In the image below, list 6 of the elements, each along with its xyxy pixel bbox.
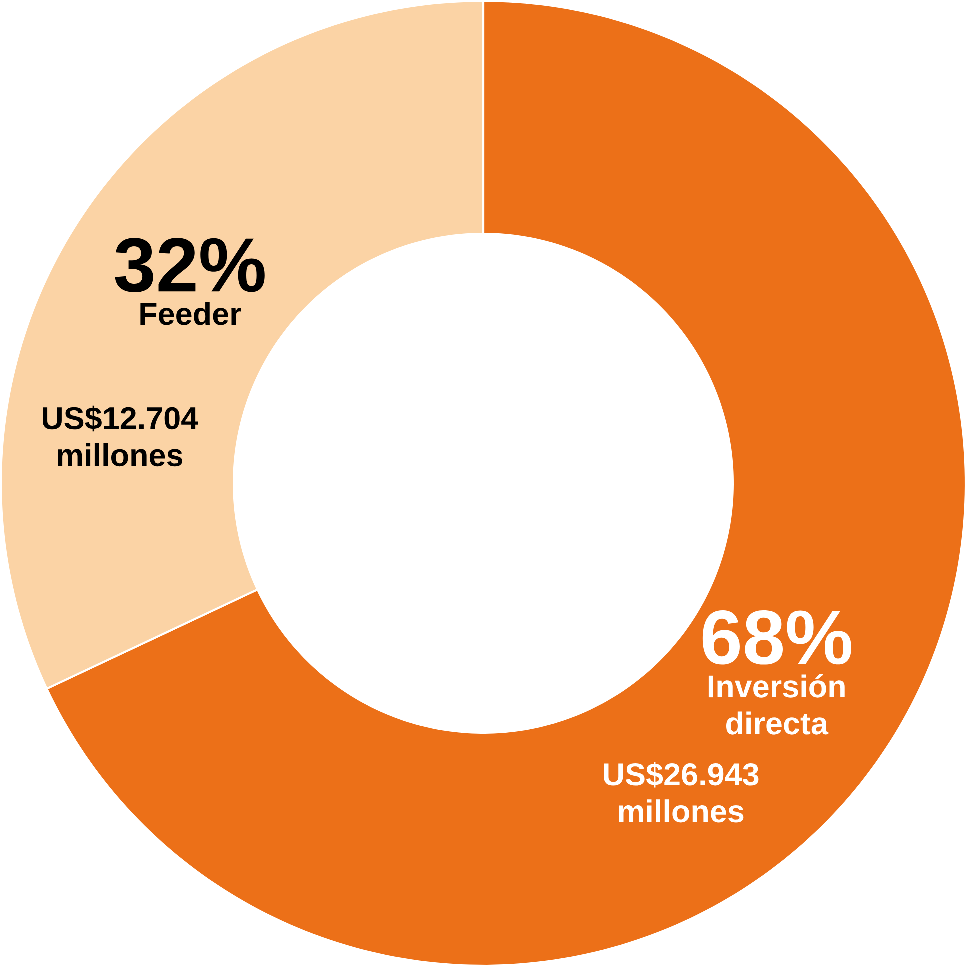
- slice-label: Inversión directa: [708, 674, 845, 735]
- text: US$12.704 millones: [43, 406, 198, 467]
- data-label: 68%: [702, 610, 852, 665]
- data-label: 32%: [115, 238, 265, 293]
- slice-label: Feeder: [140, 302, 242, 326]
- text: US$26.943 millones: [604, 762, 759, 823]
